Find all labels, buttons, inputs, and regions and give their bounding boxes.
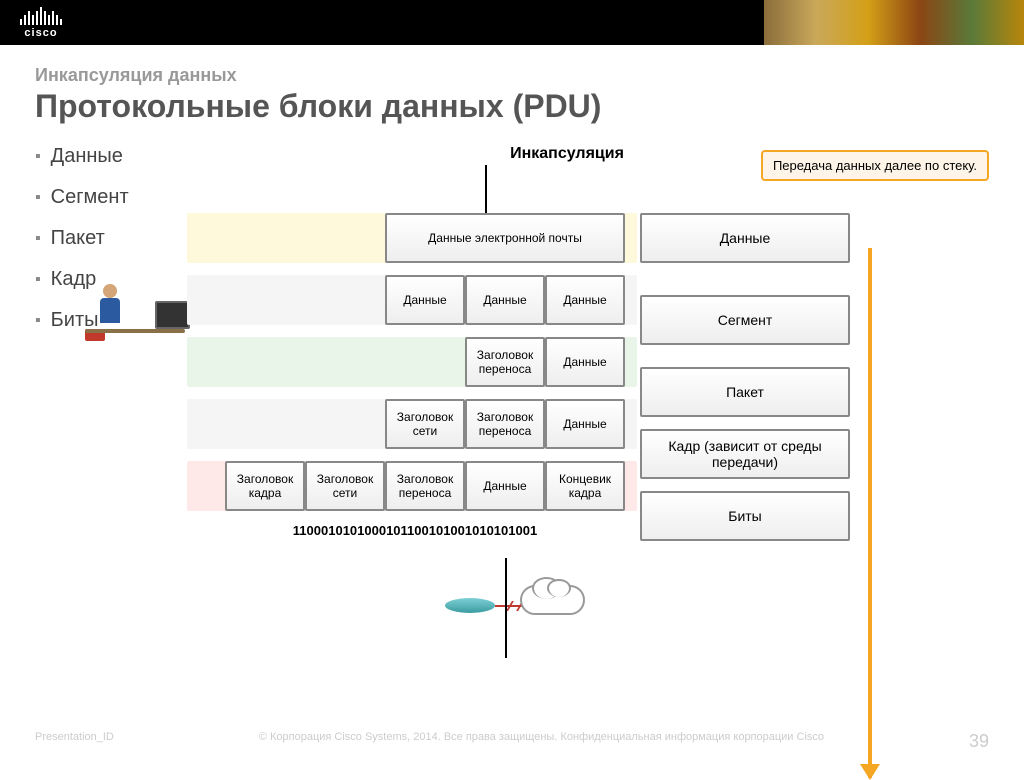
right-row-2: Сегмент	[640, 295, 850, 345]
page-number: 39	[969, 731, 989, 752]
pdu-label: Кадр (зависит от среды передачи)	[640, 429, 850, 479]
router-icon	[445, 590, 495, 620]
layer-row-1: Данные Данные Данные	[205, 275, 625, 325]
user-at-desk-icon	[85, 263, 195, 333]
block: Данные	[545, 399, 625, 449]
block: Заголовок сети	[305, 461, 385, 511]
slide-content: Инкапсуляция данных Протокольные блоки д…	[0, 45, 1024, 585]
block: Заголовок сети	[385, 399, 465, 449]
flow-line	[485, 165, 487, 213]
bullet-item: Пакет	[35, 227, 185, 250]
slide-subtitle: Инкапсуляция данных	[35, 65, 989, 86]
right-row-4: Кадр (зависит от среды передачи)	[640, 429, 850, 479]
footer-left: Presentation_ID	[35, 731, 114, 752]
block: Концевик кадра	[545, 461, 625, 511]
block: Данные	[385, 275, 465, 325]
layer-row-4: Заголовок кадра Заголовок сети Заголовок…	[205, 461, 625, 511]
block: Заголовок переноса	[465, 399, 545, 449]
layer-row-3: Заголовок сети Заголовок переноса Данные	[205, 399, 625, 449]
orange-callout: Передача данных далее по стеку.	[761, 150, 989, 181]
header-photo-strip	[764, 0, 1024, 45]
block: Данные	[545, 337, 625, 387]
block: Данные	[465, 275, 545, 325]
right-layers: Данные Сегмент Пакет Кадр (зависит от ср…	[640, 213, 850, 565]
layer-row-2: Заголовок переноса Данные	[205, 337, 625, 387]
layer-row-bits: 1100010101000101100101001010101001	[205, 523, 625, 553]
header-bar: cisco	[0, 0, 1024, 45]
pdu-label: Пакет	[640, 367, 850, 417]
block: Данные электронной почты	[385, 213, 625, 263]
cloud-icon	[520, 585, 585, 620]
footer-center: © Корпорация Cisco Systems, 2014. Все пр…	[259, 731, 824, 752]
orange-arrow	[860, 248, 880, 778]
flow-line	[485, 165, 487, 167]
pdu-label: Сегмент	[640, 295, 850, 345]
right-row-5: Биты	[640, 491, 850, 541]
right-row-0: Данные	[640, 213, 850, 263]
layers-container: Данные электронной почты Данные Данные Д…	[205, 213, 989, 565]
layer-row-0: Данные электронной почты	[205, 213, 625, 263]
block: Заголовок переноса	[465, 337, 545, 387]
pdu-label: Биты	[640, 491, 850, 541]
main-area: Данные Сегмент Пакет Кадр Биты Инкапсуля…	[35, 145, 989, 565]
bullet-list: Данные Сегмент Пакет Кадр Биты	[35, 145, 185, 565]
block: Данные	[545, 275, 625, 325]
logo-bars	[20, 7, 62, 25]
vertical-connector	[505, 558, 507, 658]
pdu-label: Данные	[640, 213, 850, 263]
left-layers: Данные электронной почты Данные Данные Д…	[205, 213, 625, 565]
block: Данные	[465, 461, 545, 511]
block: Заголовок переноса	[385, 461, 465, 511]
logo-text: cisco	[24, 27, 57, 39]
cisco-logo: cisco	[20, 7, 62, 39]
bits-text: 1100010101000101100101001010101001	[293, 523, 537, 553]
bullet-item: Сегмент	[35, 186, 185, 209]
right-row-3: Пакет	[640, 367, 850, 417]
diagram-area: Инкапсуляция Передача данных далее по ст…	[205, 145, 989, 565]
slide-title: Протокольные блоки данных (PDU)	[35, 88, 989, 125]
block: Заголовок кадра	[225, 461, 305, 511]
